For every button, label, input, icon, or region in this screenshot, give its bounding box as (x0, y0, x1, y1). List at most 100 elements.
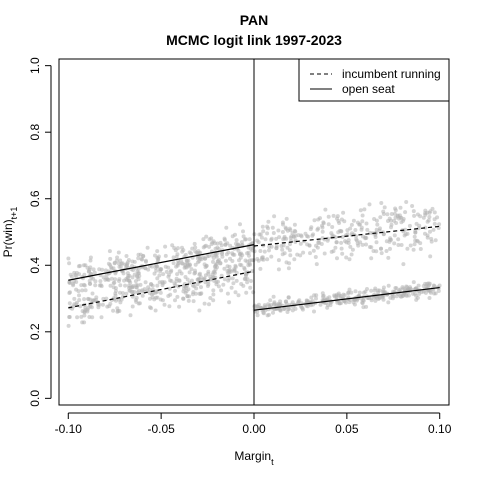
data-point (361, 305, 366, 310)
data-point (100, 302, 105, 307)
data-point (230, 259, 235, 263)
data-point (246, 245, 251, 250)
data-point (362, 207, 367, 212)
data-point (363, 235, 368, 240)
data-point (212, 241, 217, 246)
data-point (198, 250, 203, 255)
data-point (73, 272, 78, 277)
y-axis: 0.0 0.2 0.4 0.6 0.8 1.0 (28, 57, 52, 407)
data-point (99, 315, 104, 320)
data-point (428, 209, 433, 214)
data-point (207, 244, 212, 249)
x-tick-label: -0.05 (147, 422, 175, 436)
data-point (379, 246, 383, 251)
data-point (189, 251, 193, 256)
data-point (312, 218, 317, 223)
data-point (147, 287, 152, 292)
data-point (185, 294, 190, 299)
x-tick-label: 0.05 (335, 422, 359, 436)
data-point (85, 307, 90, 312)
data-point (187, 270, 192, 275)
data-point (314, 296, 318, 301)
data-point (386, 283, 391, 288)
data-point (77, 298, 82, 302)
data-point (193, 262, 198, 267)
data-point (381, 212, 386, 216)
data-point (272, 214, 277, 219)
data-point (167, 286, 172, 291)
data-point (308, 227, 313, 232)
data-point (160, 281, 165, 286)
data-point (322, 251, 327, 256)
data-point (149, 282, 153, 286)
data-point (154, 268, 159, 273)
data-point (367, 202, 372, 207)
data-point (353, 289, 358, 294)
data-point (336, 230, 341, 235)
data-point (163, 244, 168, 249)
data-point (379, 201, 384, 205)
data-point (219, 288, 224, 293)
data-point (203, 265, 208, 270)
data-point (412, 213, 417, 218)
data-point (236, 293, 241, 298)
data-point (109, 265, 113, 270)
data-point (395, 214, 400, 219)
data-point (358, 240, 363, 245)
data-point (153, 308, 158, 313)
data-point (249, 279, 253, 283)
data-point (96, 305, 101, 310)
data-point (233, 265, 238, 269)
data-point (216, 247, 221, 251)
data-point (140, 293, 145, 298)
data-point (123, 283, 128, 288)
data-point (224, 225, 229, 230)
data-point (437, 222, 442, 227)
data-point (328, 300, 333, 305)
data-point (75, 315, 80, 320)
data-point (214, 282, 219, 287)
data-point (255, 313, 260, 318)
data-point (345, 228, 350, 233)
data-point (263, 237, 268, 242)
data-point (352, 297, 357, 302)
data-point (237, 258, 241, 263)
data-point (377, 295, 382, 300)
data-point (190, 292, 195, 297)
data-point (109, 276, 114, 281)
data-point (331, 213, 336, 218)
data-point (433, 238, 438, 243)
data-point (349, 222, 354, 227)
data-point (90, 315, 95, 320)
data-point (399, 243, 404, 247)
data-point (67, 261, 72, 266)
data-point (388, 246, 392, 251)
data-point (142, 287, 147, 292)
data-point (162, 302, 167, 307)
data-point (177, 278, 182, 283)
data-point (66, 323, 71, 328)
data-point (427, 296, 432, 300)
data-point (132, 259, 137, 264)
data-point (260, 255, 264, 260)
data-point (286, 295, 291, 300)
data-point (318, 302, 323, 307)
data-point (340, 251, 345, 256)
data-point (346, 291, 351, 296)
data-point (417, 223, 422, 228)
data-point (429, 236, 434, 241)
data-point (411, 280, 416, 285)
data-point (314, 262, 319, 267)
data-point (292, 222, 297, 227)
data-point (211, 288, 216, 293)
data-point (428, 229, 432, 234)
data-point (309, 295, 314, 300)
data-point (225, 269, 230, 274)
data-point (386, 255, 391, 260)
data-point (412, 242, 417, 247)
data-point (130, 289, 135, 294)
y-tick-label: 0.4 (28, 257, 42, 274)
data-point (132, 272, 137, 277)
data-point (163, 253, 168, 258)
data-point (314, 293, 319, 298)
